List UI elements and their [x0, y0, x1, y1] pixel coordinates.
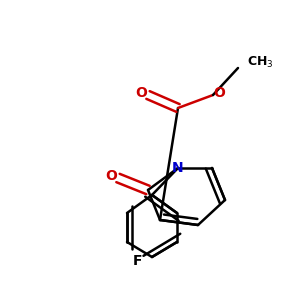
Text: CH$_3$: CH$_3$: [247, 55, 274, 70]
Text: O: O: [213, 85, 225, 100]
Text: O: O: [106, 169, 117, 184]
Text: F: F: [133, 254, 142, 268]
Text: N: N: [172, 161, 184, 175]
Text: O: O: [135, 85, 147, 100]
